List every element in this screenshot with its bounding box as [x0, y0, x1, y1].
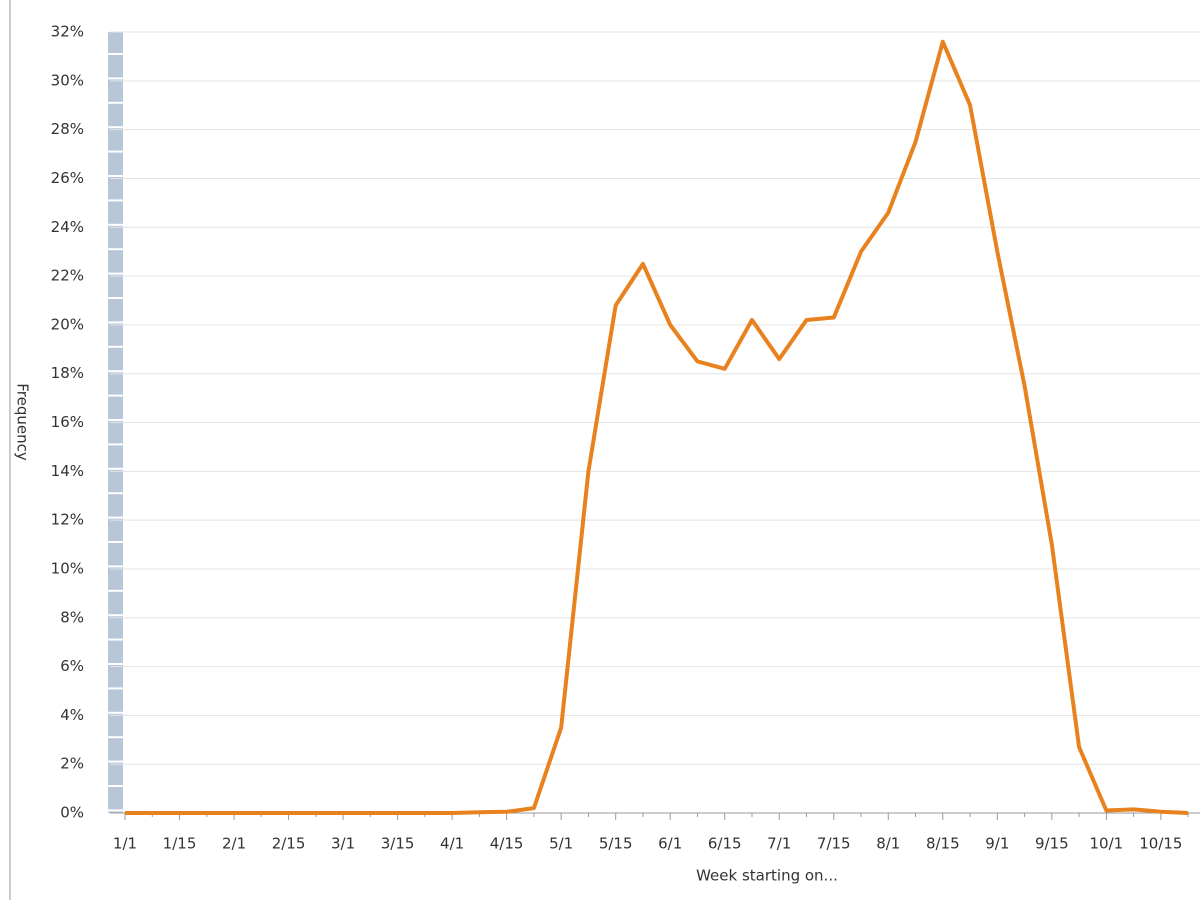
x-tick-label: 4/1	[440, 835, 464, 853]
x-tick-label: 8/15	[926, 835, 960, 853]
x-tick-label: 8/1	[876, 835, 900, 853]
x-tick-label: 4/15	[490, 835, 524, 853]
x-tick-label: 10/1	[1090, 835, 1124, 853]
x-tick-label: 3/1	[331, 835, 355, 853]
x-tick-label: 1/15	[163, 835, 197, 853]
x-tick-label: 6/15	[708, 835, 742, 853]
y-tick-label: 32%	[51, 23, 84, 41]
x-axis-title: Week starting on...	[696, 867, 838, 885]
y-tick-label: 0%	[60, 804, 84, 822]
y-tick-label: 28%	[51, 120, 84, 138]
x-tick-label: 2/15	[272, 835, 306, 853]
y-tick-label: 16%	[51, 413, 84, 431]
x-tick-label: 5/15	[599, 835, 633, 853]
y-axis-title: Frequency	[14, 383, 32, 461]
y-tick-label: 4%	[60, 706, 84, 724]
data-line	[125, 39, 1189, 815]
y-tick-label: 14%	[51, 462, 84, 480]
x-tick-label: 9/1	[985, 835, 1009, 853]
y-tick-label: 10%	[51, 559, 84, 577]
x-tick-label: 7/15	[817, 835, 851, 853]
x-tick-label: 10/15	[1139, 835, 1182, 853]
y-tick-label: 18%	[51, 364, 84, 382]
y-tick-label: 20%	[51, 315, 84, 333]
x-tick-label: 9/15	[1035, 835, 1069, 853]
x-tick-label: 3/15	[381, 835, 415, 853]
x-tick-label: 2/1	[222, 835, 246, 853]
x-tick-label: 5/1	[549, 835, 573, 853]
y-tick-label: 30%	[51, 71, 84, 89]
y-tick-label: 22%	[51, 267, 84, 285]
y-tick-label: 26%	[51, 169, 84, 187]
y-tick-label: 2%	[60, 755, 84, 773]
x-tick-label: 1/1	[113, 835, 137, 853]
x-tick-label: 6/1	[658, 835, 682, 853]
y-tick-label: 8%	[60, 608, 84, 626]
y-tick-label: 24%	[51, 218, 84, 236]
y-tick-label: 6%	[60, 657, 84, 675]
x-tick-label: 7/1	[767, 835, 791, 853]
y-tick-label: 12%	[51, 511, 84, 529]
